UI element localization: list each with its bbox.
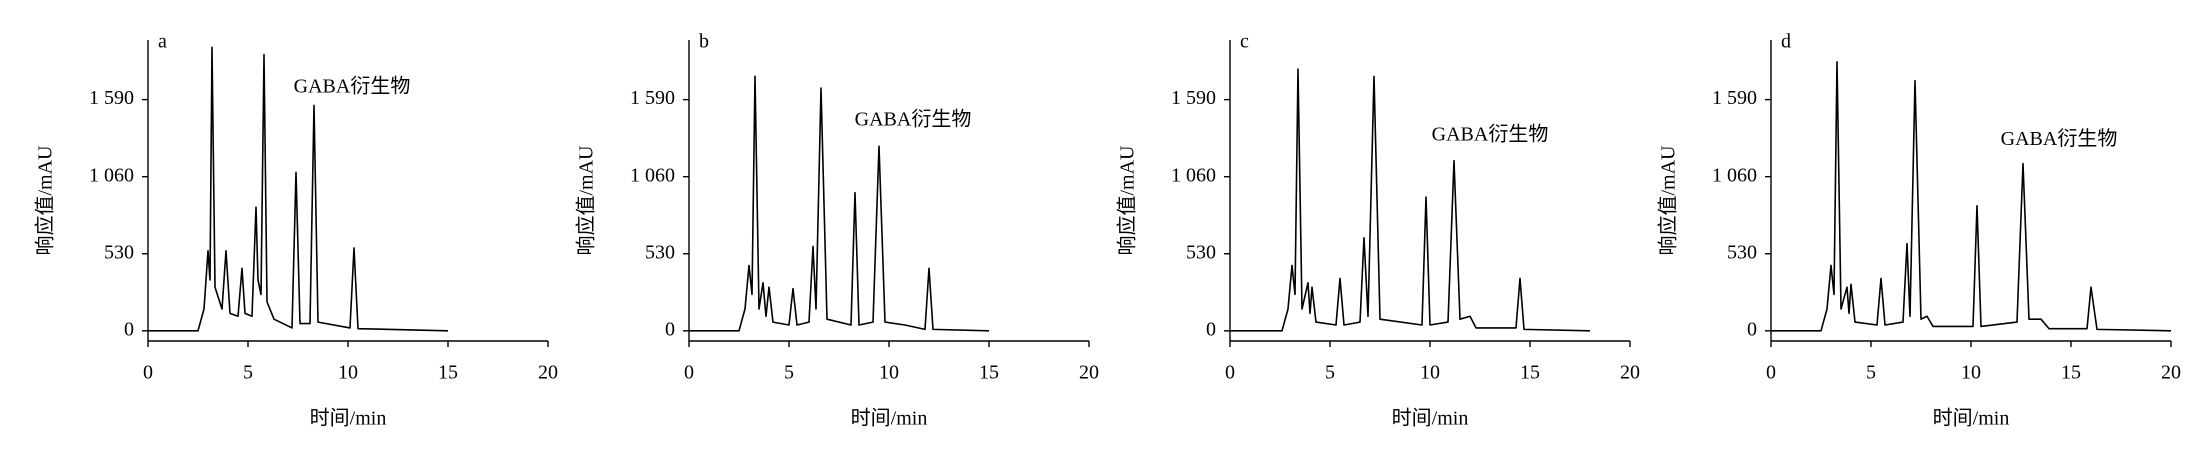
chromatogram-line [1771, 61, 2172, 332]
annotation: GABA衍生物 [294, 75, 411, 98]
x-tick-label: 15 [1520, 362, 1540, 384]
x-tick-label: 10 [879, 362, 899, 384]
chromatogram-line [148, 46, 449, 332]
panel-label: d [1781, 31, 1791, 53]
y-tick-label: 1 060 [1171, 164, 1216, 186]
y-tick-label: 0 [1206, 318, 1216, 340]
x-tick-label: 0 [684, 362, 694, 384]
x-tick-label: 15 [979, 362, 999, 384]
y-tick-label: 1 060 [89, 164, 134, 186]
x-tick-label: 0 [1225, 362, 1235, 384]
x-tick-label: 15 [438, 362, 458, 384]
x-tick-label: 10 [1420, 362, 1440, 384]
y-tick-label: 1 060 [630, 164, 675, 186]
x-tick-label: 0 [143, 362, 153, 384]
chromatogram-line [1230, 68, 1591, 332]
x-axis-title: 时间/min [1392, 407, 1469, 430]
x-tick-label: 10 [338, 362, 358, 384]
y-tick-label: 0 [124, 318, 134, 340]
y-tick-label: 530 [1186, 241, 1216, 263]
panel-label: b [699, 31, 709, 53]
y-tick-label: 1 590 [1171, 87, 1216, 109]
annotation: GABA衍生物 [855, 107, 972, 130]
x-tick-label: 5 [1866, 362, 1876, 384]
x-tick-label: 5 [784, 362, 794, 384]
y-tick-label: 1 590 [630, 87, 675, 109]
y-tick-label: 1 590 [1712, 87, 1757, 109]
chromatogram-line [689, 75, 990, 332]
y-axis-title: 响应值/mAU [34, 145, 57, 256]
x-tick-label: 20 [1079, 362, 1099, 384]
x-tick-label: 10 [1961, 362, 1981, 384]
x-axis-title: 时间/min [310, 407, 387, 430]
y-axis-title: 响应值/mAU [1116, 145, 1139, 256]
y-tick-label: 0 [1747, 318, 1757, 340]
y-axis-title: 响应值/mAU [575, 145, 598, 256]
x-axis-title: 时间/min [1933, 407, 2010, 430]
y-tick-label: 0 [665, 318, 675, 340]
panel-label: a [158, 31, 167, 53]
y-tick-label: 530 [645, 241, 675, 263]
y-tick-label: 530 [1727, 241, 1757, 263]
x-tick-label: 15 [2061, 362, 2081, 384]
y-axis-title: 响应值/mAU [1657, 145, 1680, 256]
y-tick-label: 1 060 [1712, 164, 1757, 186]
x-tick-label: 5 [1325, 362, 1335, 384]
x-tick-label: 20 [2161, 362, 2181, 384]
x-tick-label: 0 [1766, 362, 1776, 384]
y-tick-label: 530 [104, 241, 134, 263]
annotation: GABA衍生物 [1432, 123, 1549, 146]
annotation: GABA衍生物 [2001, 127, 2118, 150]
x-tick-label: 20 [1620, 362, 1640, 384]
x-tick-label: 5 [243, 362, 253, 384]
y-tick-label: 1 590 [89, 87, 134, 109]
x-axis-title: 时间/min [851, 407, 928, 430]
panel-label: c [1240, 31, 1249, 53]
x-tick-label: 20 [538, 362, 558, 384]
